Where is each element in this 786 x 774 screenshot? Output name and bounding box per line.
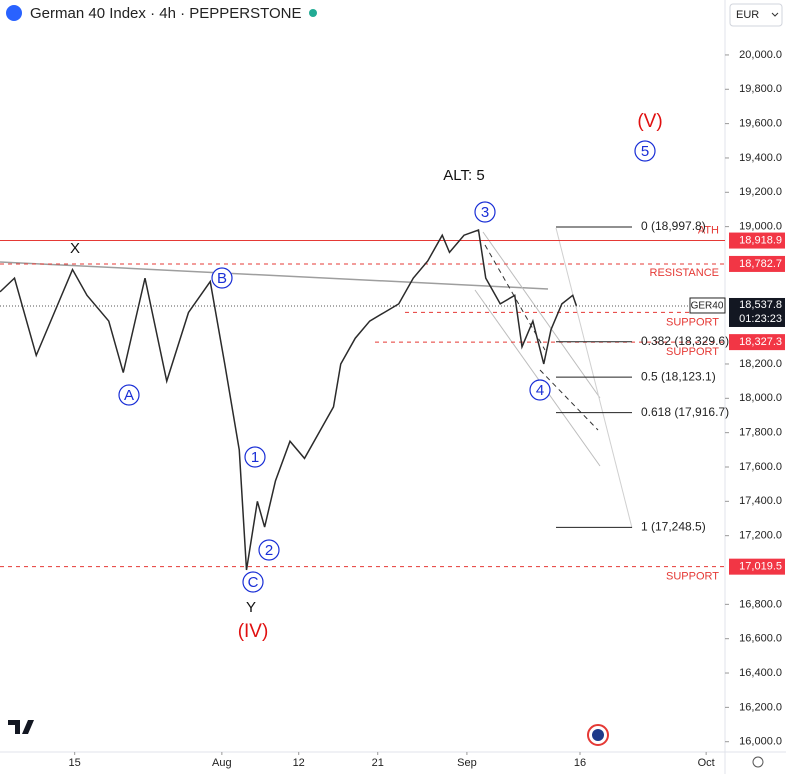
trend-line xyxy=(0,261,549,290)
x-tick-label: Aug xyxy=(212,757,232,769)
symbol-title[interactable]: German 40 Index · 4h · PEPPERSTONE xyxy=(30,5,302,22)
x-tick-label: 12 xyxy=(293,757,305,769)
y-tick-label: 17,800.0 xyxy=(739,427,782,439)
y-tick-label: 17,400.0 xyxy=(739,495,782,507)
status-dot xyxy=(309,9,317,17)
last-price-label: 18,537.8 xyxy=(739,299,782,311)
wave-circle xyxy=(211,267,233,289)
y-tick-label: 16,400.0 xyxy=(739,667,782,679)
tv-logo xyxy=(8,720,34,734)
fib-label: 0.618 (17,916.7) xyxy=(641,405,729,419)
price-tag-label: 17,019.5 xyxy=(739,561,782,573)
projection-line xyxy=(539,369,599,431)
level-text: SUPPORT xyxy=(666,346,719,358)
x-tick-label: 16 xyxy=(574,757,586,769)
y-tick-label: 17,200.0 xyxy=(739,530,782,542)
x-tick-label: Oct xyxy=(698,757,715,769)
y-tick-label: 16,600.0 xyxy=(739,633,782,645)
wave-circle xyxy=(634,140,656,162)
price-tag-label: 18,782.7 xyxy=(739,258,782,270)
price-tag xyxy=(729,297,785,327)
price-tag xyxy=(689,297,726,314)
wave-label: A xyxy=(124,387,134,404)
dropdown-icon xyxy=(771,12,779,17)
wave-label: 1 xyxy=(251,449,259,466)
wave-circle xyxy=(258,539,280,561)
fib-label: 0.382 (18,329.6) xyxy=(641,334,729,348)
y-tick-label: 19,200.0 xyxy=(739,186,782,198)
fib-diagonal xyxy=(555,227,633,529)
level-text: ATH xyxy=(698,224,719,236)
y-tick-label: 18,000.0 xyxy=(739,392,782,404)
wave-label: 4 xyxy=(536,382,544,399)
y-tick-label: 16,800.0 xyxy=(739,598,782,610)
channel-line xyxy=(474,289,601,467)
wave-label: (IV) xyxy=(238,621,269,642)
wave-label: 5 xyxy=(641,143,649,160)
y-tick-label: 19,400.0 xyxy=(739,152,782,164)
level-text: RESISTANCE xyxy=(650,267,719,279)
fib-label: 0 (18,997.8) xyxy=(641,219,706,233)
y-tick-label: 16,200.0 xyxy=(739,701,782,713)
y-tick-label: 19,600.0 xyxy=(739,118,782,130)
wave-label: C xyxy=(248,574,259,591)
price-tag-label: 18,327.3 xyxy=(739,336,782,348)
y-tick-label: 19,800.0 xyxy=(739,83,782,95)
wave-label: 3 xyxy=(481,204,489,221)
wave-circle xyxy=(244,446,266,468)
x-tick-label: Sep xyxy=(457,757,477,769)
wave-label: X xyxy=(70,240,80,257)
y-tick-label: 20,000.0 xyxy=(739,49,782,61)
wave-circle xyxy=(529,379,551,401)
fib-label: 1 (17,248.5) xyxy=(641,520,706,534)
level-text: SUPPORT xyxy=(666,571,719,583)
wave-label: 2 xyxy=(265,542,273,559)
tool-icon xyxy=(592,729,604,741)
level-text: SUPPORT xyxy=(666,316,719,328)
settings-icon[interactable] xyxy=(752,756,764,768)
wave-label: B xyxy=(217,270,227,287)
wave-label: ALT: 5 xyxy=(443,167,484,184)
y-tick-label: 19,000.0 xyxy=(739,221,782,233)
symbol-icon xyxy=(6,5,22,21)
y-tick-label: 17,600.0 xyxy=(739,461,782,473)
price-line xyxy=(0,229,578,571)
wave-label: (V) xyxy=(637,111,662,132)
x-tick-label: 15 xyxy=(69,757,81,769)
channel-line xyxy=(482,231,601,399)
x-tick-label: 21 xyxy=(372,757,384,769)
price-tag-label: 18,918.9 xyxy=(739,234,782,246)
currency-box[interactable] xyxy=(729,3,783,27)
wave-circle xyxy=(242,571,264,593)
y-tick-label: 16,000.0 xyxy=(739,736,782,748)
y-tick-label: 18,200.0 xyxy=(739,358,782,370)
wave-label: Y xyxy=(246,599,256,616)
wave-circle xyxy=(474,201,496,223)
countdown: 01:23:23 xyxy=(739,313,782,325)
last-price-name: GER40 xyxy=(691,301,724,312)
wave-circle xyxy=(118,384,140,406)
price-tag xyxy=(729,255,785,272)
price-tag xyxy=(729,334,785,351)
fib-label: 0.5 (18,123.1) xyxy=(641,369,716,383)
currency[interactable]: EUR xyxy=(736,9,759,21)
tool-icon[interactable] xyxy=(587,724,609,746)
price-tag xyxy=(729,232,785,249)
price-tag xyxy=(729,558,785,575)
